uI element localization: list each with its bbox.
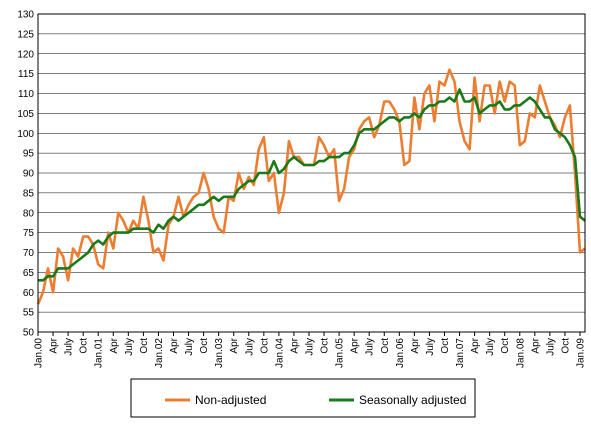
y-tick-label: 125 xyxy=(17,29,34,40)
x-tick-label: Jan.06 xyxy=(395,338,406,368)
x-tick-label: Oct xyxy=(440,338,451,354)
x-tick-label: Oct xyxy=(560,338,571,354)
x-tick-label: Apr xyxy=(169,337,180,353)
x-tick-label: Jan.05 xyxy=(335,338,346,368)
x-tick-label: Oct xyxy=(139,338,150,354)
y-tick-label: 120 xyxy=(17,49,34,60)
y-tick-label: 50 xyxy=(23,328,35,339)
x-tick-label: July xyxy=(425,338,436,356)
x-tick-label: July xyxy=(365,338,376,356)
legend-label-non-adjusted: Non-adjusted xyxy=(195,393,266,407)
x-tick-label: Apr xyxy=(289,337,300,353)
x-tick-label: Jan.02 xyxy=(154,338,165,368)
y-tick-label: 100 xyxy=(17,129,34,140)
x-tick-label: Apr xyxy=(470,337,481,353)
y-tick-label: 80 xyxy=(23,208,35,219)
x-tick-label: Apr xyxy=(229,337,240,353)
x-tick-label: Apr xyxy=(530,337,541,353)
y-tick-label: 130 xyxy=(17,10,34,21)
y-tick-label: 110 xyxy=(18,89,34,100)
x-tick-label: July xyxy=(244,338,255,356)
series-line-seasonally-adjusted xyxy=(38,88,586,282)
y-tick-label: 75 xyxy=(23,228,35,239)
x-tick-label: Jan.00 xyxy=(34,338,45,368)
x-tick-label: July xyxy=(124,338,135,356)
y-tick-label: 90 xyxy=(23,169,35,180)
x-tick-label: Oct xyxy=(199,338,210,354)
x-tick-label: Apr xyxy=(49,337,60,353)
x-tick-label: Oct xyxy=(500,338,511,354)
x-tick-label: Oct xyxy=(259,338,270,354)
legend-label-seasonally-adjusted: Seasonally adjusted xyxy=(359,393,466,407)
x-tick-label: Apr xyxy=(410,337,421,353)
x-tick-label: Oct xyxy=(380,338,391,354)
gridlines xyxy=(38,13,585,333)
x-axis-tick-labels: Jan.00 Apr July Oct Jan.01 Apr July Oct Jan.02 Ap… xyxy=(34,332,586,368)
x-tick-label: Jan.04 xyxy=(274,338,285,368)
y-tick-label: 70 xyxy=(23,248,35,259)
x-tick-label: Jan.09 xyxy=(575,338,586,368)
x-tick-label: July xyxy=(545,338,556,356)
y-tick-label: 115 xyxy=(18,69,34,80)
x-tick-label: Apr xyxy=(350,337,361,353)
x-tick-label: July xyxy=(304,338,315,356)
x-tick-label: Oct xyxy=(320,338,331,354)
y-tick-label: 65 xyxy=(23,268,35,279)
plot-area-border xyxy=(37,13,586,333)
y-tick-label: 55 xyxy=(23,308,35,319)
x-tick-label: Oct xyxy=(79,338,90,354)
legend-box xyxy=(130,378,476,418)
x-tick-label: Apr xyxy=(109,337,120,353)
y-axis-tick-labels: 50 55 60 65 70 75 80 85 90 95 100 105 110 115 120 125 13… xyxy=(17,10,34,339)
x-tick-label: July xyxy=(485,338,496,356)
y-tick-label: 95 xyxy=(23,149,35,160)
x-tick-label: July xyxy=(184,338,195,356)
x-tick-label: July xyxy=(64,338,75,356)
y-tick-label: 85 xyxy=(23,188,35,199)
series-lines xyxy=(36,68,586,305)
legend: Non-adjusted Seasonally adjusted xyxy=(130,378,476,418)
x-tick-label: Jan.08 xyxy=(515,338,526,368)
x-tick-label: Jan.01 xyxy=(94,338,105,368)
x-tick-label: Jan.03 xyxy=(214,338,225,368)
y-tick-label: 60 xyxy=(23,288,35,299)
y-tick-label: 105 xyxy=(17,109,34,120)
x-tick-label: Jan.07 xyxy=(455,338,466,368)
